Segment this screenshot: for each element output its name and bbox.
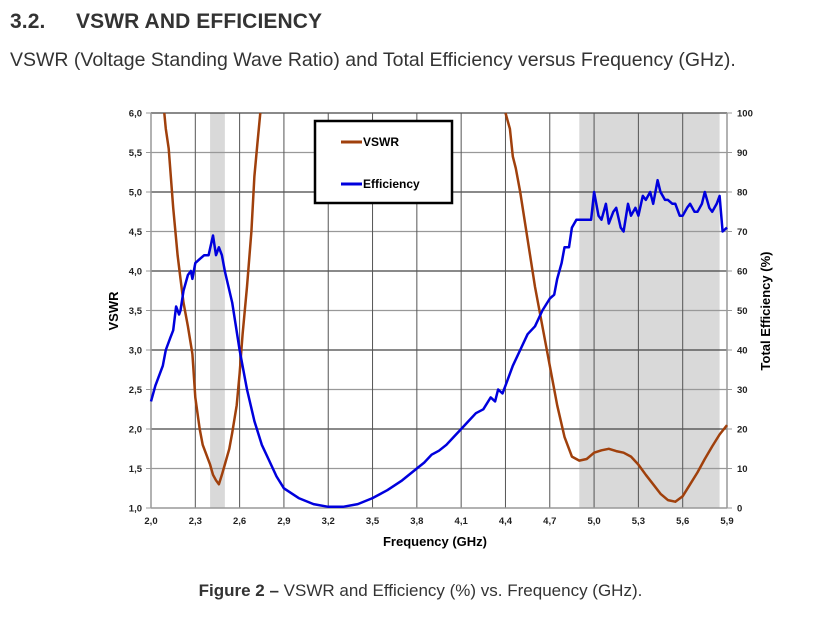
x-tick-label: 2,0 (144, 516, 157, 527)
y-tick-label: 1,5 (129, 464, 143, 475)
x-tick-label: 4,1 (455, 516, 469, 527)
y2-tick-label: 70 (737, 227, 748, 238)
y-tick-label: 4,0 (129, 267, 142, 278)
y-axis-label: VSWR (106, 291, 121, 331)
x-tick-label: 2,6 (233, 516, 246, 527)
section-heading: 3.2. VSWR AND EFFICIENCY (10, 10, 322, 34)
efficiency-line (149, 178, 728, 509)
y-tick-label: 6,0 (129, 109, 142, 120)
y-tick-label: 1,0 (129, 504, 142, 515)
legend: VSWR Efficiency (313, 119, 454, 205)
figure-caption-text: VSWR and Efficiency (%) vs. Frequency (G… (278, 581, 643, 600)
x-tick-label: 4,4 (499, 516, 513, 527)
series-lines (149, 112, 728, 509)
x-tick-label: 5,0 (587, 516, 600, 527)
y-tick-labels: 1,0 1,5 2,0 2,5 3,0 3,5 4,0 4,5 5,0 5,5 6,0 (129, 109, 151, 515)
x-tick-label: 5,3 (632, 516, 645, 527)
x-tick-label: 2,9 (277, 516, 290, 527)
x-tick-label: 4,7 (543, 516, 556, 527)
legend-efficiency-label: Efficiency (363, 177, 420, 191)
vswr-line (163, 112, 262, 486)
y2-tick-label: 50 (737, 306, 748, 317)
x-axis-label: Frequency (GHz) (383, 534, 487, 549)
y2-tick-label: 0 (737, 504, 742, 515)
y-tick-label: 2,5 (129, 385, 143, 396)
figure-label: Figure 2 – (198, 581, 279, 600)
vswr-line (504, 112, 728, 503)
figure-caption: Figure 2 – VSWR and Efficiency (%) vs. F… (0, 581, 819, 601)
y2-axis-label: Total Efficiency (%) (758, 252, 773, 371)
y2-tick-label: 80 (737, 188, 748, 199)
x-tick-labels: 2,0 2,3 2,6 2,9 3,2 3,5 3,8 4,1 4,4 4,7 5,0 5,3 5,6 5… (144, 516, 733, 527)
y-tick-label: 5,0 (129, 188, 142, 199)
x-tick-label: 3,2 (322, 516, 335, 527)
x-tick-label: 2,3 (189, 516, 202, 527)
y-tick-label: 2,0 (129, 425, 142, 436)
y2-tick-label: 20 (737, 425, 748, 436)
legend-vswr-label: VSWR (363, 135, 399, 149)
y-tick-label: 3,0 (129, 346, 142, 357)
x-tick-label: 3,8 (410, 516, 423, 527)
y2-tick-label: 10 (737, 464, 748, 475)
y2-tick-label: 60 (737, 267, 748, 278)
x-tick-label: 5,9 (720, 516, 733, 527)
y-tick-label: 3,5 (129, 306, 143, 317)
y2-tick-label: 30 (737, 385, 748, 396)
x-tick-label: 3,5 (366, 516, 380, 527)
y2-tick-label: 90 (737, 148, 748, 159)
legend-box (313, 119, 454, 205)
y-tick-label: 4,5 (129, 227, 143, 238)
intro-text: VSWR (Voltage Standing Wave Ratio) and T… (10, 49, 736, 71)
section-title: VSWR AND EFFICIENCY (76, 10, 323, 33)
x-tick-label: 5,6 (676, 516, 689, 527)
y2-tick-label: 40 (737, 346, 748, 357)
y-tick-label: 5,5 (129, 148, 143, 159)
section-number: 3.2. (10, 10, 46, 33)
y2-tick-label: 100 (737, 109, 753, 120)
y2-tick-labels: 0 10 20 30 40 50 60 70 80 90 100 (727, 109, 753, 515)
